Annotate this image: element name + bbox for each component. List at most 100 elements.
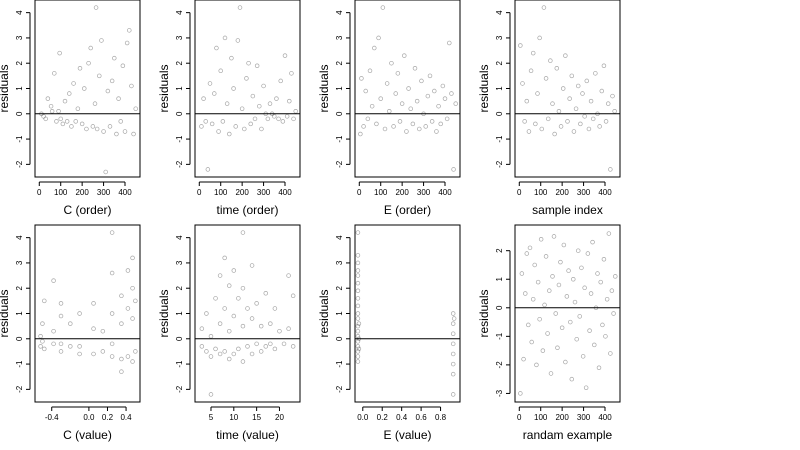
data-point bbox=[257, 103, 262, 109]
data-point bbox=[54, 119, 59, 124]
data-point bbox=[43, 116, 48, 122]
data-point bbox=[122, 129, 128, 134]
data-point bbox=[222, 35, 228, 41]
data-point bbox=[84, 126, 89, 132]
y-tick-label: 1 bbox=[175, 86, 184, 91]
data-point bbox=[220, 119, 226, 124]
data-point bbox=[118, 119, 123, 124]
y-tick-label: 3 bbox=[175, 35, 184, 40]
y-tick-label: 0 bbox=[15, 336, 24, 341]
data-point bbox=[355, 328, 361, 334]
data-point bbox=[533, 121, 538, 127]
x-axis-title: C (order) bbox=[63, 203, 111, 217]
data-point bbox=[130, 316, 135, 321]
data-point bbox=[242, 126, 247, 132]
data-point bbox=[529, 339, 534, 345]
data-point bbox=[109, 78, 115, 84]
data-point bbox=[42, 298, 47, 304]
y-axis-title: residuals bbox=[477, 64, 491, 112]
data-point bbox=[290, 344, 296, 349]
data-point bbox=[554, 66, 560, 71]
data-point bbox=[127, 28, 132, 33]
data-point bbox=[124, 40, 130, 46]
data-point bbox=[584, 78, 590, 84]
data-point bbox=[212, 91, 217, 96]
data-point bbox=[600, 322, 605, 328]
data-point bbox=[578, 121, 583, 127]
data-point bbox=[569, 73, 575, 79]
panel-7: 0.0 0.2 0.4 0.6 0.8 -2 -1 0 1 2 3 4 E (value) residua… bbox=[317, 224, 461, 442]
data-point bbox=[227, 131, 232, 137]
y-tick-label: -1 bbox=[495, 332, 504, 340]
data-point bbox=[112, 55, 117, 61]
y-tick-label: -2 bbox=[335, 160, 344, 168]
data-point bbox=[88, 45, 93, 51]
data-point bbox=[419, 78, 424, 84]
data-point bbox=[278, 78, 283, 84]
y-tick-label: 2 bbox=[495, 248, 504, 253]
data-point bbox=[587, 328, 592, 333]
data-point bbox=[595, 111, 600, 117]
x-tick-label: 0.2 bbox=[377, 413, 389, 422]
data-point bbox=[566, 268, 571, 273]
data-point bbox=[218, 68, 223, 74]
data-point bbox=[261, 83, 266, 89]
data-point bbox=[103, 169, 108, 175]
y-tick-label: -1 bbox=[15, 360, 24, 368]
data-point bbox=[565, 119, 570, 124]
data-point bbox=[609, 288, 615, 293]
data-point bbox=[109, 354, 115, 359]
x-tick-label: 0 bbox=[37, 188, 42, 197]
data-point bbox=[540, 348, 546, 353]
data-point bbox=[374, 121, 379, 127]
data-point bbox=[356, 336, 362, 342]
data-point bbox=[237, 5, 243, 10]
data-point bbox=[41, 114, 46, 119]
data-point bbox=[125, 354, 131, 359]
data-point bbox=[355, 230, 361, 235]
data-point bbox=[73, 119, 78, 124]
data-point bbox=[289, 71, 294, 76]
data-point bbox=[265, 116, 271, 122]
data-point bbox=[438, 121, 443, 127]
data-point bbox=[204, 311, 209, 316]
data-point bbox=[545, 331, 550, 336]
data-point bbox=[410, 121, 416, 127]
data-point bbox=[363, 88, 368, 94]
x-tick-label: 20 bbox=[275, 413, 284, 422]
data-point bbox=[49, 109, 55, 114]
data-point bbox=[99, 38, 104, 43]
data-point bbox=[133, 298, 138, 304]
data-point bbox=[40, 321, 45, 326]
data-point bbox=[125, 268, 131, 273]
data-point bbox=[543, 254, 549, 259]
data-point bbox=[226, 328, 232, 334]
data-point bbox=[240, 285, 246, 291]
data-point bbox=[558, 259, 563, 265]
y-axis-title: residuals bbox=[317, 64, 331, 112]
data-point bbox=[355, 303, 361, 309]
data-point bbox=[57, 50, 62, 56]
data-point bbox=[355, 268, 361, 273]
data-point bbox=[214, 45, 219, 51]
data-point bbox=[69, 124, 74, 129]
y-tick-label: 1 bbox=[175, 311, 184, 316]
x-tick-label: 15 bbox=[252, 413, 261, 422]
x-tick-label: 0.0 bbox=[83, 413, 95, 422]
data-point bbox=[552, 131, 557, 137]
data-point bbox=[284, 114, 290, 119]
x-tick-label: 0.4 bbox=[120, 413, 132, 422]
data-point bbox=[236, 296, 241, 301]
data-point bbox=[209, 121, 215, 127]
x-axis-title: time (value) bbox=[216, 428, 279, 442]
data-point bbox=[572, 299, 578, 305]
y-tick-label: -1 bbox=[335, 360, 344, 368]
data-point bbox=[355, 316, 361, 321]
data-point bbox=[423, 124, 428, 129]
data-point bbox=[577, 314, 582, 319]
data-point bbox=[277, 328, 282, 334]
plot-frame bbox=[34, 0, 141, 178]
data-point bbox=[530, 50, 536, 56]
x-tick-label: 100 bbox=[534, 413, 548, 422]
data-point bbox=[608, 351, 613, 356]
